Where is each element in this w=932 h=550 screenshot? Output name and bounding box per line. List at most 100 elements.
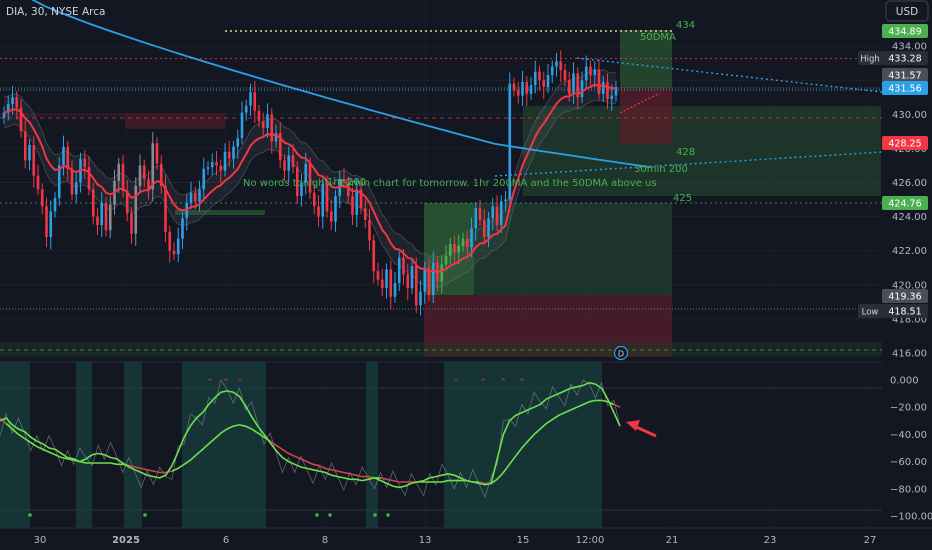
price-badge-label: 424.76 [888,199,921,210]
candle-body [100,202,104,226]
time-axis[interactable]: 30 2025 6 8 13 15 12:00 21 23 27 [0,527,932,546]
candle-body [525,81,529,94]
price-badge-tag-label: High [860,55,880,65]
osc-tick-label: −100.00 [890,512,932,523]
candle-body [385,269,388,289]
zone-red-1 [424,295,672,357]
time-tick-label: 21 [666,535,679,546]
candle-body [185,202,189,219]
candle-body [19,107,23,132]
candle-body [66,146,70,169]
osc-tick-label: −40.00 [890,430,927,441]
candle-body [440,264,444,282]
level-label-425: 425 [673,193,692,204]
price-axis[interactable]: 416.00 418.00 420.00 422.00 424.00 426.00 428.… [858,24,932,523]
candle-body [283,160,286,171]
background-zones [0,361,882,528]
oscillator-pane[interactable]: ^ ^ ^ ^ ^ ^ ^ [0,378,621,517]
candle-body [584,66,588,81]
candle-body [45,206,48,238]
dividend-marker-circle[interactable] [613,345,629,361]
price-badge-tag-label: Low [862,308,879,318]
osc-signal-dot [28,513,32,517]
candle-body [419,291,422,306]
candle-body [142,165,146,180]
candle-body [559,61,563,70]
candle-body [444,255,448,265]
price-badge [882,196,928,210]
annotation-30min-200: 30min 200 [634,164,688,175]
candle-body [368,220,371,241]
candle-body [244,105,248,113]
time-tick-label: 30 [34,535,47,546]
candle-body [546,75,550,88]
candle-body [516,90,520,96]
osc-slow-line [613,403,621,408]
dividend-marker[interactable]: D [613,345,629,361]
zone-green-5 [175,210,265,215]
candle-body [312,192,316,207]
osc-zone [444,362,602,528]
osc-signal-marker: ^ [453,378,459,386]
dividend-marker-label: D [618,350,624,359]
candle-body [257,110,261,122]
candle-body [227,151,231,159]
candle-body [542,80,546,88]
osc-tick-label: −20.00 [890,403,927,414]
osc-slow-line [171,424,271,472]
candle-body [219,165,223,171]
candle-body [40,189,44,207]
price-badge-label: 431.56 [888,84,921,95]
candle-body [529,85,533,94]
price-badge [882,136,928,150]
candle-body [304,163,308,183]
candle-body [159,163,163,186]
osc-slow-line [269,440,375,479]
price-badge-label: 431.57 [888,71,921,82]
osc-slow-line [490,399,615,485]
candle-body [57,165,61,198]
zone-red-2 [620,88,672,144]
candle-body [23,131,27,161]
osc-signal-dot [315,513,319,517]
osc-signal-dot [328,513,332,517]
price-badge-label: 419.36 [888,292,921,303]
candle-body [606,81,609,99]
currency-button[interactable]: USD [885,0,929,22]
candle-body [236,138,240,147]
time-tick-label: 13 [419,535,432,546]
osc-zone [366,362,378,528]
candle-body [70,168,74,195]
candles[interactable] [2,50,618,316]
ma50-projection [576,57,883,93]
price-badge [882,304,928,318]
osc-tick-label: 0.000 [890,376,919,387]
candle-body [147,179,150,190]
osc-zone [124,362,142,528]
candle-body [232,146,235,159]
osc-tick-label: −80.00 [890,484,927,495]
annotation-1hr-200: 1hr 200 [327,177,366,188]
candle-body [457,245,461,253]
price-badge [882,51,928,65]
candle-body [104,202,108,231]
osc-slow-line [128,464,173,474]
candle-body [108,204,112,231]
time-tick-label: 2025 [112,535,140,546]
osc-signal-marker: ^ [480,378,486,386]
candle-body [210,162,214,168]
candle-body [533,71,537,86]
candle-body [538,71,541,81]
candle-body [193,192,197,202]
candle-body [28,144,31,161]
osc-signal-marker: ^ [500,378,506,386]
ema-projection [619,92,661,114]
time-tick-label: 27 [864,535,877,546]
candle-body [453,243,456,253]
candle-body [465,238,469,248]
candle-body [495,206,499,226]
candle-body [355,189,359,215]
osc-zone [182,362,266,528]
candle-body [96,216,99,226]
